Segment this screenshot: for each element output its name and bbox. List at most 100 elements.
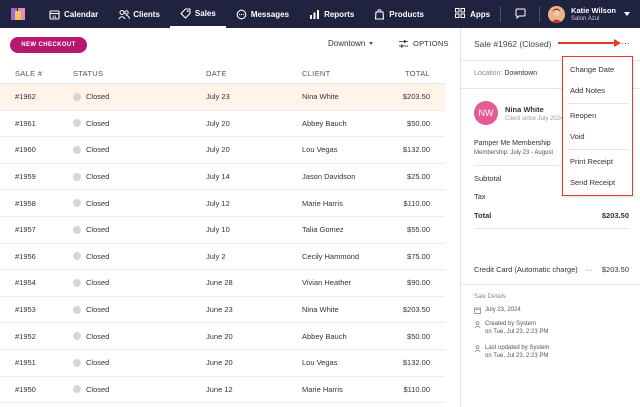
sale-total: $50.00 — [407, 331, 430, 341]
payment-label: Credit Card (Automatic charge) — [474, 265, 578, 274]
status-text: Closed — [86, 172, 110, 182]
table-row[interactable]: #1959 July 14 Jason Davidson $25.00 Closed — [0, 164, 445, 191]
sale-number: #1954 — [15, 278, 36, 288]
status-cell: Closed — [73, 385, 109, 394]
options-button[interactable]: OPTIONS — [399, 39, 449, 48]
client-name: Vivian Heather — [302, 278, 352, 288]
client-name[interactable]: Nina White — [505, 105, 544, 114]
nav-calendar[interactable]: 31 Calendar — [39, 0, 108, 28]
table-row[interactable]: #1956 July 2 Cecily Hammond $75.00 Closed — [0, 244, 445, 271]
nav-messages-label: Messages — [250, 9, 290, 19]
sale-total: $50.00 — [407, 118, 430, 128]
sale-date: June 20 — [206, 358, 233, 368]
table-row[interactable]: #1952 June 20 Abbey Bauch $50.00 Closed — [0, 323, 445, 350]
sale-total: $90.00 — [407, 278, 430, 288]
location-select[interactable]: Downtown — [328, 39, 374, 48]
col-header-date[interactable]: DATE — [206, 69, 227, 78]
calendar-icon — [474, 307, 481, 314]
more-options-icon[interactable]: ··· — [621, 38, 630, 48]
status-text: Closed — [86, 92, 110, 102]
status-text: Closed — [86, 278, 110, 288]
table-row[interactable]: #1951 June 20 Lou Vegas $132.00 Closed — [0, 350, 445, 377]
status-text: Closed — [86, 225, 110, 235]
sale-number: #1953 — [15, 305, 36, 315]
sale-number: #1951 — [15, 358, 36, 368]
sales-table: SALE # STATUS DATE CLIENT TOTAL #1962 Jul… — [0, 64, 445, 404]
table-row[interactable]: #1958 July 12 Marie Harris $110.00 Closed — [0, 190, 445, 217]
sliders-icon — [399, 39, 408, 48]
table-row[interactable]: #1953 June 23 Nina White $203.50 Closed — [0, 297, 445, 324]
tax-row: Tax — [474, 192, 629, 201]
total-value: $203.50 — [601, 211, 629, 220]
menu-item-send-receipt[interactable]: Send Receipt — [570, 178, 616, 187]
table-row[interactable]: #1961 July 20 Abbey Bauch $50.00 Closed — [0, 111, 445, 138]
client-name: Abbey Bauch — [302, 331, 347, 341]
col-header-sale[interactable]: SALE # — [15, 69, 43, 78]
chevron-down-icon — [624, 12, 630, 16]
status-dot-icon — [73, 278, 81, 287]
client-name: Marie Harris — [302, 198, 343, 208]
user-menu[interactable]: Katie Wilson Salon Azul — [540, 5, 640, 23]
location-line: Location: Downtown — [474, 70, 537, 77]
client-name: Marie Harris — [302, 384, 343, 394]
status-text: Closed — [86, 198, 110, 208]
status-cell: Closed — [73, 332, 109, 341]
table-row[interactable]: #1962 July 23 Nina White $203.50 Closed — [0, 84, 445, 111]
nav-clients[interactable]: Clients — [108, 0, 170, 28]
payment-more-icon[interactable]: ··· — [584, 265, 593, 274]
apps-grid-icon — [455, 8, 466, 20]
menu-item-void[interactable]: Void — [570, 132, 585, 141]
messages-icon — [236, 9, 247, 20]
table-row[interactable]: #1960 July 20 Lou Vegas $132.00 Closed — [0, 137, 445, 164]
nav-sales[interactable]: Sales — [169, 0, 226, 28]
menu-item-print-receipt[interactable]: Print Receipt — [570, 157, 613, 166]
sale-date: July 10 — [206, 225, 230, 235]
status-cell: Closed — [73, 172, 109, 181]
sale-total: $203.50 — [402, 92, 430, 102]
updated-by: Last updated by System — [485, 345, 550, 351]
sale-number: #1958 — [15, 198, 36, 208]
sale-total: $132.00 — [402, 358, 430, 368]
client-avatar[interactable]: NW — [474, 101, 498, 125]
col-header-total[interactable]: TOTAL — [405, 69, 430, 78]
sale-date: July 12 — [206, 198, 230, 208]
sale-date: July 20 — [206, 118, 230, 128]
nav-reports[interactable]: Reports — [299, 0, 364, 28]
sale-number: #1956 — [15, 251, 36, 261]
table-row[interactable]: #1957 July 10 Talia Gomez $55.00 Closed — [0, 217, 445, 244]
nav-products[interactable]: Products — [364, 0, 434, 28]
sale-total: $203.50 — [402, 305, 430, 315]
sale-number: #1962 — [15, 92, 36, 102]
app-logo-icon[interactable] — [11, 7, 25, 21]
sale-actions-menu: Change Date Add Notes Reopen Void Print … — [562, 56, 633, 196]
status-text: Closed — [86, 331, 110, 341]
status-dot-icon — [73, 385, 81, 394]
menu-item-change-date[interactable]: Change Date — [570, 65, 615, 74]
location-value: Downtown — [504, 70, 538, 77]
status-cell: Closed — [73, 145, 109, 154]
sale-number: #1952 — [15, 331, 36, 341]
col-header-status[interactable]: STATUS — [73, 69, 104, 78]
sale-date: July 2 — [206, 251, 226, 261]
nav-products-label: Products — [389, 9, 424, 19]
nav-divider — [539, 6, 541, 22]
avatar — [548, 5, 566, 23]
updated-on: on Tue, Jul 23, 2:23 PM — [485, 353, 549, 359]
client-name: Cecily Hammond — [302, 251, 360, 261]
sale-total: $110.00 — [403, 384, 430, 394]
subtotal-label: Subtotal — [474, 174, 502, 183]
new-checkout-button[interactable]: NEW CHECKOUT — [10, 37, 87, 53]
table-row[interactable]: #1950 June 12 Marie Harris $110.00 Closed — [0, 377, 445, 404]
created-by: Created by System — [485, 321, 537, 327]
menu-item-reopen[interactable]: Reopen — [570, 111, 597, 120]
nav-messages[interactable]: Messages — [226, 0, 299, 28]
nav-reports-label: Reports — [324, 9, 355, 19]
user-name: Katie Wilson — [571, 5, 616, 15]
col-header-client[interactable]: CLIENT — [302, 69, 331, 78]
menu-item-add-notes[interactable]: Add Notes — [570, 86, 606, 95]
client-name: Nina White — [302, 92, 339, 102]
apps-button[interactable]: Apps — [445, 0, 500, 28]
table-row[interactable]: #1954 June 28 Vivian Heather $90.00 Closed — [0, 270, 445, 297]
sale-total: $110.00 — [403, 198, 430, 208]
chat-button[interactable] — [501, 8, 539, 21]
